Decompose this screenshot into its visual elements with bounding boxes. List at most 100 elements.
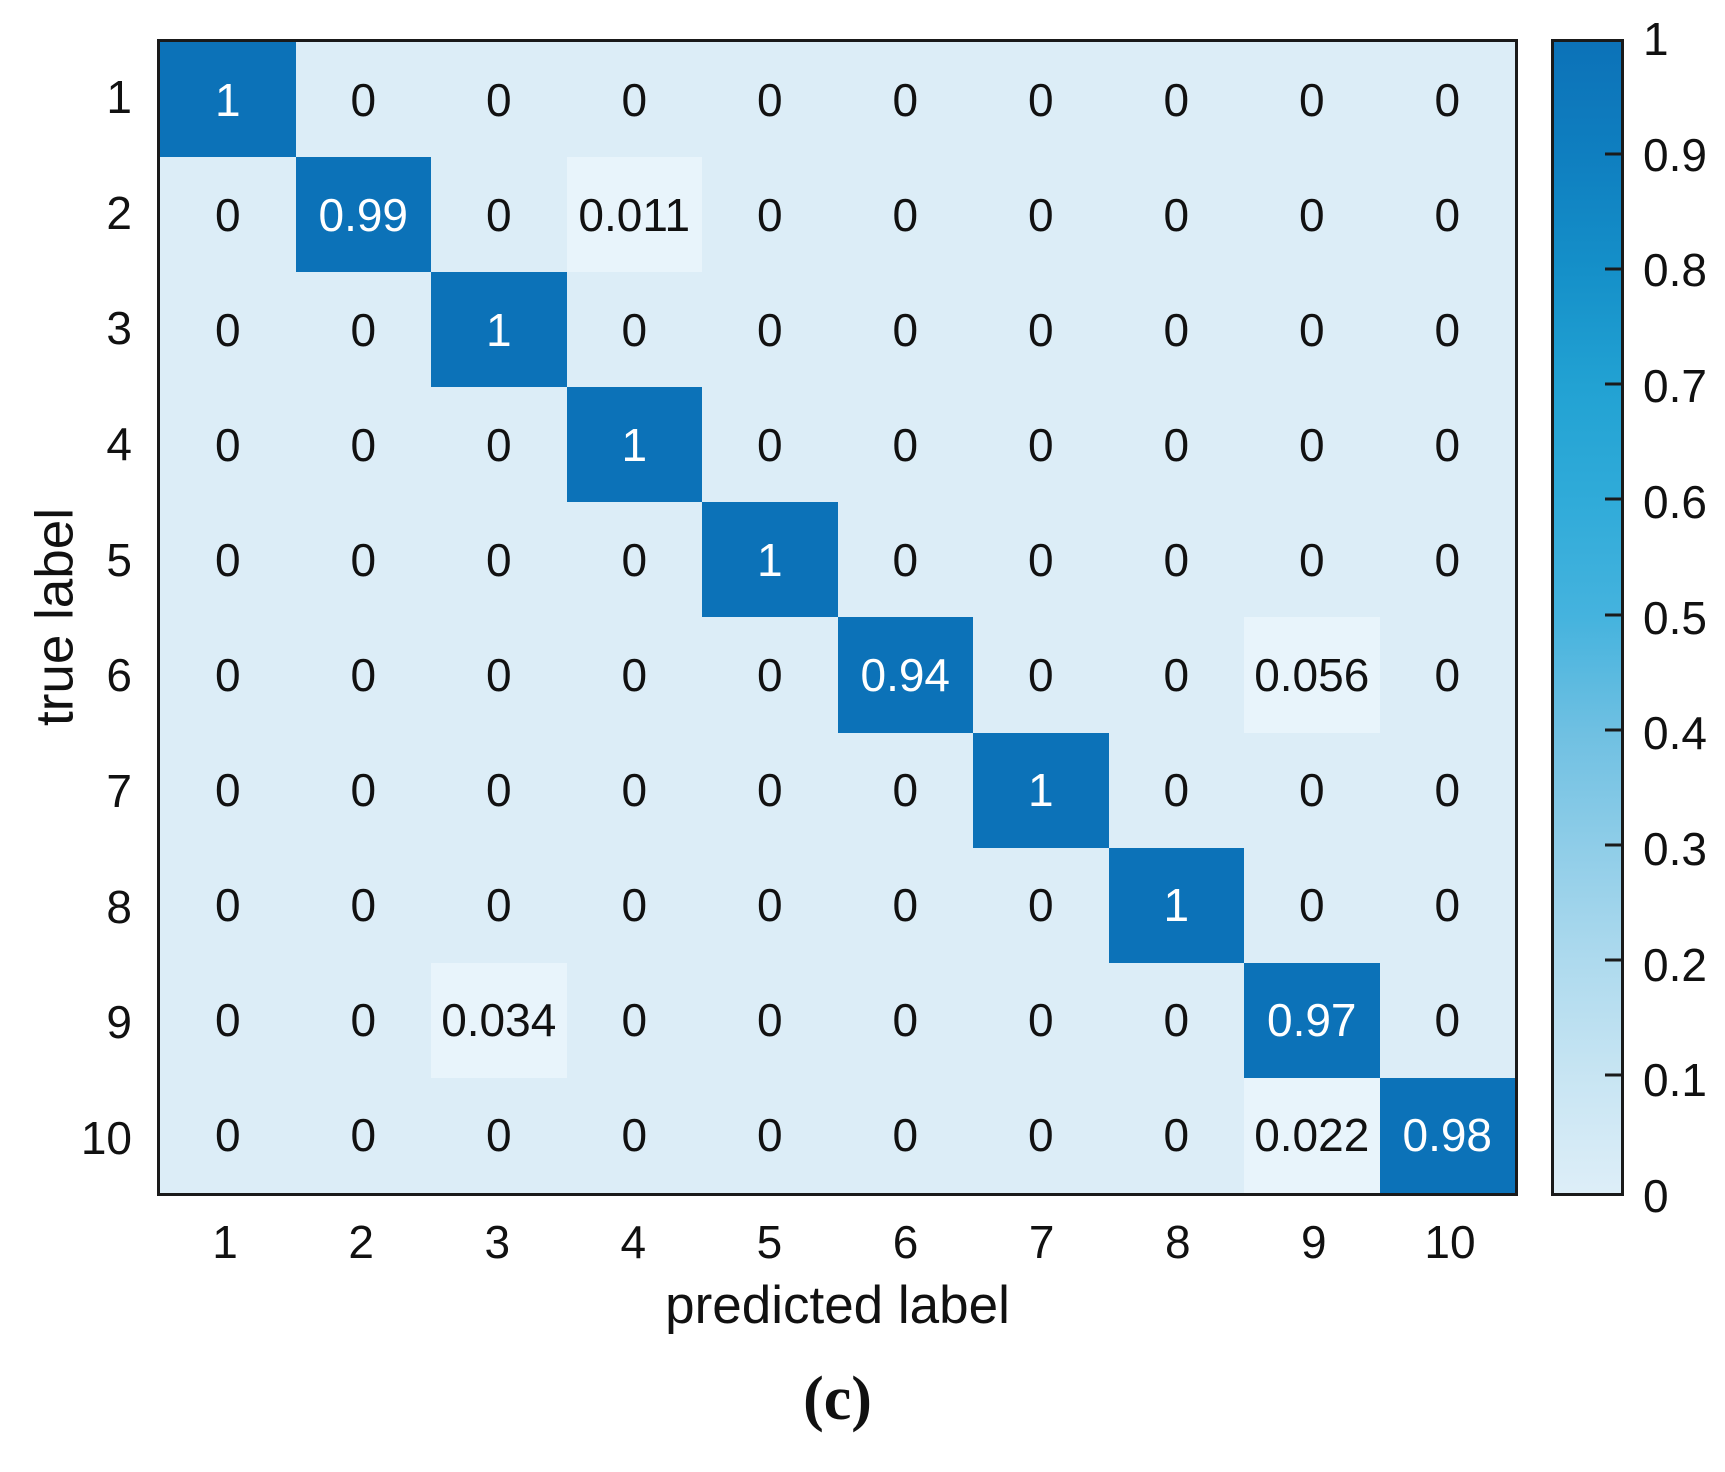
matrix-cell: 0: [1027, 303, 1054, 356]
x-tick-label: 6: [892, 1216, 919, 1268]
colorbar-tick-label: 0.1: [1643, 1054, 1707, 1107]
matrix-cell: 0.99: [295, 157, 431, 273]
matrix-cell: 0: [485, 879, 512, 932]
matrix-cell: 0: [892, 764, 919, 817]
matrix-cell: 0: [350, 303, 377, 356]
matrix-cell: 0.056: [1244, 617, 1380, 733]
matrix-cell: 0.98: [1379, 1077, 1515, 1193]
matrix-cell: 0: [621, 764, 648, 817]
matrix-cell: 0: [350, 649, 377, 702]
colorbar-tick-label: 0.9: [1643, 128, 1707, 181]
matrix-cell: 0: [1163, 303, 1190, 356]
colorbar-tick-label: 0.2: [1643, 938, 1707, 991]
matrix-cell: 0: [1027, 879, 1054, 932]
colorbar-tick: [1605, 382, 1621, 386]
matrix-cell: 0: [1163, 188, 1190, 241]
matrix-cell: 1: [431, 272, 567, 388]
matrix-cell: 0: [756, 303, 783, 356]
x-tick-label: 9: [1301, 1216, 1327, 1268]
matrix-cell: 0: [214, 303, 241, 356]
matrix-cell: 0: [756, 649, 783, 702]
matrix-cell: 0: [214, 533, 241, 586]
matrix-cell: 0: [214, 418, 241, 471]
matrix-cell: 0: [214, 188, 241, 241]
matrix-cell: 0: [1434, 418, 1461, 471]
matrix-cell: 1: [1108, 847, 1244, 963]
matrix-cell: 0: [1298, 879, 1325, 932]
matrix-cell: 0: [621, 649, 648, 702]
matrix-cell: 0: [1298, 73, 1325, 126]
matrix-cell: 0: [1163, 649, 1190, 702]
matrix-cell: 0: [1027, 649, 1054, 702]
matrix-cell: 0: [892, 879, 919, 932]
matrix-cell: 0: [1163, 1109, 1190, 1162]
matrix-cell: 0: [350, 879, 377, 932]
matrix-cell: 0: [621, 994, 648, 1047]
matrix-cell: 0.94: [837, 617, 973, 733]
matrix-cell: 0: [1434, 73, 1461, 126]
matrix-cell: 0: [892, 1109, 919, 1162]
colorbar-tick: [1605, 613, 1621, 616]
matrix-cell: 0: [621, 1109, 648, 1162]
colorbar-tick: [1605, 152, 1621, 156]
colorbar-tick-label: 0.6: [1643, 475, 1707, 528]
matrix-cell: 0: [892, 533, 919, 586]
matrix-cell: 0: [1434, 649, 1461, 702]
matrix-cell: 0: [485, 1109, 512, 1162]
matrix-cell: 0: [1298, 188, 1325, 241]
heatmap-grid: 1 0 0 0 0 0 0 0 0 0 0 0.99 0 0.011 0 0 0 0 0 0 0 0 1 0 0 0 0 0 0 0 0 0 0…: [157, 39, 1518, 1196]
matrix-cell: 0.022: [1244, 1077, 1380, 1193]
matrix-cell: 0: [1027, 418, 1054, 471]
y-tick-label: 7: [106, 765, 132, 818]
matrix-cell: 0: [1027, 994, 1054, 1047]
matrix-cell: 0: [756, 418, 783, 471]
matrix-cell: 0: [1027, 73, 1054, 126]
matrix-cell: 0.034: [431, 962, 567, 1078]
colorbar-tick-label: 1: [1643, 13, 1669, 65]
x-tick-label: 5: [756, 1216, 783, 1268]
matrix-cell: 0: [892, 73, 919, 126]
matrix-cell: 0: [1298, 764, 1325, 817]
colorbar-tick-label: 0: [1643, 1170, 1669, 1222]
matrix-cell: 1: [973, 732, 1109, 848]
colorbar-tick-label: 0.7: [1643, 360, 1707, 413]
matrix-cell: 0: [214, 1109, 241, 1162]
matrix-cell: 0.011: [566, 157, 702, 273]
matrix-cell: 0: [1027, 1109, 1054, 1162]
matrix-cell: 1: [160, 42, 296, 158]
x-tick-label: 3: [484, 1216, 511, 1268]
matrix-cell: 0: [1163, 418, 1190, 471]
colorbar-tick-label: 0.5: [1643, 591, 1707, 644]
x-tick-label: 1: [212, 1216, 238, 1268]
matrix-cell: 0: [1434, 994, 1461, 1047]
matrix-cell: 0: [350, 418, 377, 471]
matrix-cell: 0: [1298, 303, 1325, 356]
matrix-cell: 0: [485, 188, 512, 241]
matrix-cell: 0: [1298, 418, 1325, 471]
matrix-cell: 0: [214, 879, 241, 932]
matrix-cell: 0: [756, 879, 783, 932]
matrix-cell: 0: [1298, 533, 1325, 586]
matrix-cell: 0: [350, 994, 377, 1047]
matrix-cell: 0: [1163, 764, 1190, 817]
matrix-cell: 0: [756, 1109, 783, 1162]
colorbar: [1551, 39, 1624, 1196]
colorbar-tick: [1605, 267, 1621, 271]
matrix-cell: 0: [350, 533, 377, 586]
matrix-cell: 0: [214, 994, 241, 1047]
matrix-cell: 0: [485, 649, 512, 702]
matrix-cell: 0: [350, 1109, 377, 1162]
matrix-cell: 0: [892, 994, 919, 1047]
matrix-cell: 0: [892, 418, 919, 471]
matrix-cell: 0: [1434, 879, 1461, 932]
y-tick-label: 8: [106, 880, 132, 933]
matrix-cell: 0: [1027, 188, 1054, 241]
y-tick-label: 10: [80, 1112, 132, 1165]
matrix-cell: 0: [756, 994, 783, 1047]
colorbar-tick: [1605, 728, 1621, 732]
matrix-cell: 0: [485, 764, 512, 817]
colorbar-tick-label: 0.8: [1643, 244, 1707, 297]
matrix-cell: 0: [621, 879, 648, 932]
matrix-cell: 0: [1434, 188, 1461, 241]
